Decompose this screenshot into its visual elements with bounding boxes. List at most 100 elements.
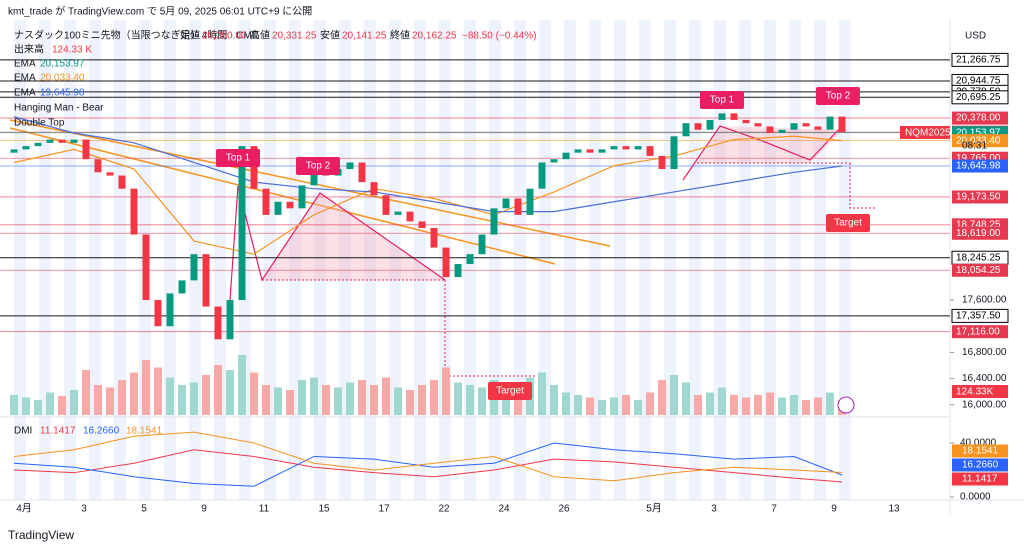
double-top-path bbox=[682, 124, 844, 181]
legend-value: 20,153.97 bbox=[40, 59, 85, 70]
volume-bar bbox=[598, 400, 606, 415]
stripe bbox=[739, 20, 751, 500]
ema-line bbox=[13, 135, 843, 255]
volume-bar bbox=[394, 387, 402, 415]
trend-line bbox=[9, 127, 556, 265]
candle-body bbox=[754, 123, 762, 127]
candle-body bbox=[718, 113, 726, 120]
volume-bar bbox=[478, 387, 486, 415]
ema-line bbox=[13, 116, 843, 213]
price-tag bbox=[952, 325, 1008, 339]
candle-body bbox=[622, 146, 630, 150]
candle-body bbox=[706, 119, 714, 130]
replay-icon[interactable] bbox=[837, 396, 855, 414]
publisher: kmt_trade が TradingView.com で 5月 09, 202… bbox=[8, 5, 312, 18]
ohlc-value: 20,162.25 bbox=[412, 31, 457, 42]
candle-body bbox=[538, 162, 546, 189]
dmi-legend: 18.1541 bbox=[126, 426, 163, 437]
candle-body bbox=[574, 149, 582, 153]
volume-bar bbox=[418, 385, 426, 415]
volume-bar bbox=[34, 400, 42, 415]
candle-body bbox=[838, 116, 846, 133]
candle-body bbox=[730, 113, 738, 120]
candle-body bbox=[586, 149, 594, 153]
x-tick-label: 17 bbox=[378, 504, 390, 515]
x-tick-label: 9 bbox=[831, 504, 837, 515]
candle-body bbox=[202, 254, 210, 307]
stripe bbox=[839, 20, 851, 500]
legend-value: 19,645.98 bbox=[40, 88, 85, 99]
volume-bar bbox=[610, 397, 618, 415]
candle-body bbox=[466, 254, 474, 264]
candle-body bbox=[634, 146, 642, 150]
y-tick-label: 17,600.00 bbox=[962, 295, 1007, 306]
stripe bbox=[714, 20, 726, 500]
volume-bar bbox=[454, 382, 462, 415]
price-tag-text: 20,695.25 bbox=[956, 92, 1001, 103]
candle-body bbox=[526, 188, 534, 215]
ticker-tag bbox=[900, 126, 950, 139]
stripe bbox=[264, 20, 276, 500]
candle-body bbox=[478, 234, 486, 255]
volume-bar bbox=[22, 397, 30, 415]
candle-body bbox=[550, 159, 558, 163]
annotation-box bbox=[488, 382, 532, 400]
ohlc-value: 20,250.00 bbox=[202, 31, 247, 42]
volume-bar bbox=[430, 380, 438, 415]
price-tag-text: 21,266.75 bbox=[956, 55, 1001, 66]
price-tag-text: 18,054.25 bbox=[956, 265, 1001, 276]
volume-bar bbox=[82, 370, 90, 415]
price-tag bbox=[952, 134, 1008, 148]
annotation-box bbox=[700, 91, 744, 109]
volume-bar bbox=[634, 400, 642, 415]
ohlc-value: 20,141.25 bbox=[342, 31, 387, 42]
annotation-box bbox=[826, 214, 870, 232]
volume-bar bbox=[178, 385, 186, 415]
legend-value: 20,033.40 bbox=[40, 73, 85, 84]
volume-bar bbox=[286, 390, 294, 415]
ohlc-label: 終値 bbox=[390, 29, 410, 42]
candle-body bbox=[58, 139, 66, 143]
candle-body bbox=[406, 211, 414, 222]
volume-tag bbox=[952, 385, 1008, 398]
ohlc-label: 安値 bbox=[320, 29, 340, 42]
stripe bbox=[564, 20, 576, 500]
annotation: Top 1 bbox=[226, 153, 251, 164]
stripe bbox=[89, 20, 101, 500]
footer: TradingView bbox=[8, 528, 74, 542]
x-tick-label: 24 bbox=[498, 504, 510, 515]
volume-bar bbox=[118, 380, 126, 415]
dmi-tag bbox=[952, 444, 1008, 458]
candle-body bbox=[178, 280, 186, 294]
target-path bbox=[849, 163, 875, 209]
candle-body bbox=[658, 155, 666, 170]
currency: USD bbox=[965, 31, 986, 42]
candle-body bbox=[418, 221, 426, 228]
candle-body bbox=[430, 227, 438, 248]
volume-bar bbox=[166, 377, 174, 415]
volume-bar bbox=[778, 397, 786, 415]
stripe bbox=[514, 20, 526, 500]
candle-body bbox=[262, 188, 270, 215]
price-tag bbox=[952, 190, 1008, 204]
volume-bar bbox=[106, 387, 114, 415]
candle-body bbox=[190, 254, 198, 281]
x-tick-label: 11 bbox=[259, 504, 270, 515]
volume-bar bbox=[226, 370, 234, 415]
stripe bbox=[389, 20, 401, 500]
volume-bar bbox=[262, 385, 270, 415]
price-tag-text: 20,944.75 bbox=[956, 76, 1001, 87]
volume-bar bbox=[322, 385, 330, 415]
volume-bar bbox=[742, 397, 750, 415]
volume-bar bbox=[814, 397, 822, 415]
volume-bar bbox=[694, 395, 702, 415]
volume-bar bbox=[754, 395, 762, 415]
candle-body bbox=[790, 123, 798, 130]
legend-label: 出来高 bbox=[14, 43, 44, 56]
volume-bar bbox=[550, 385, 558, 415]
candle-body bbox=[82, 139, 90, 160]
candle-body bbox=[766, 126, 774, 134]
volume-bar bbox=[466, 385, 474, 415]
volume-bar bbox=[706, 392, 714, 415]
volume-bar bbox=[538, 372, 546, 415]
